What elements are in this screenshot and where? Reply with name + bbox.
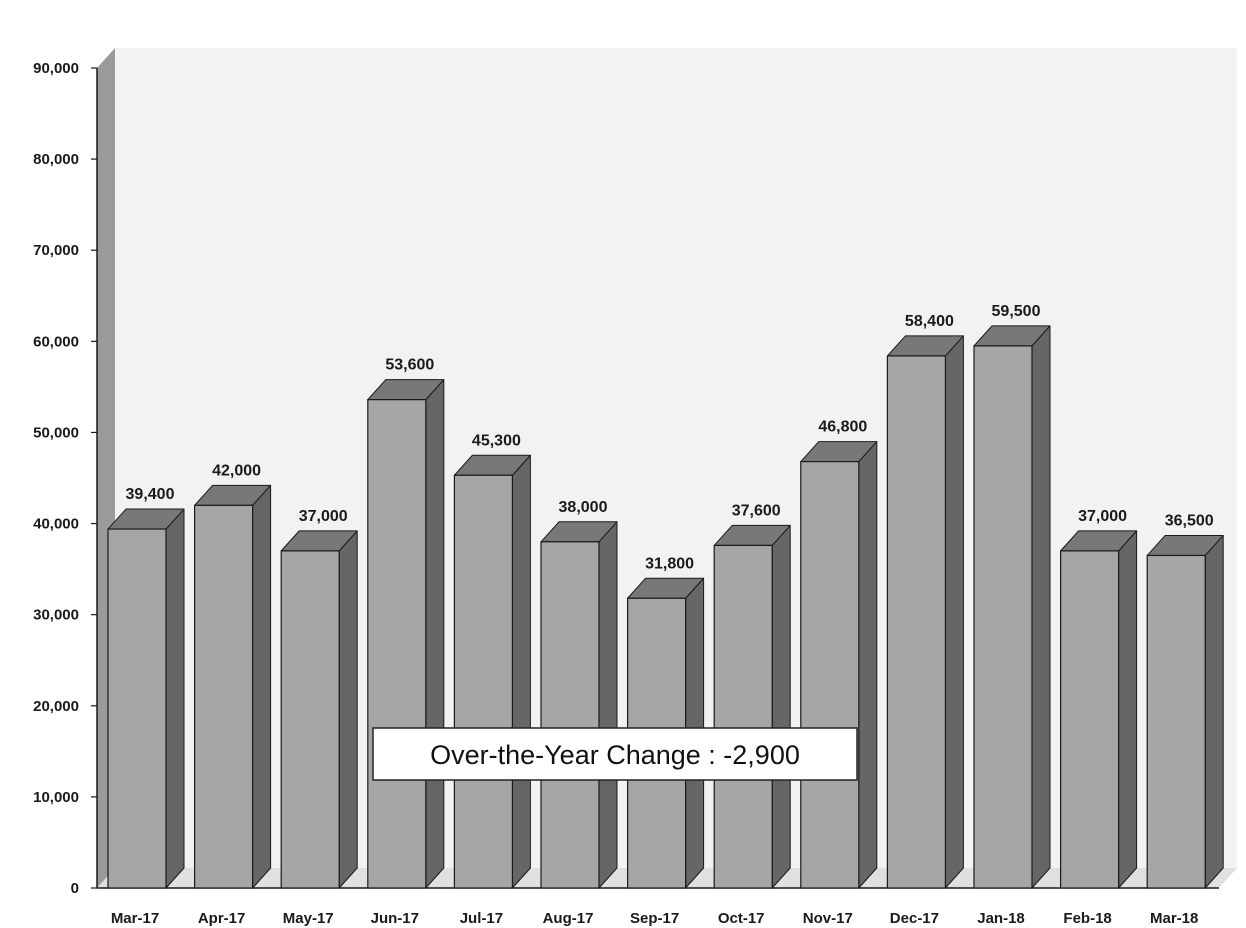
data-label: 58,400: [905, 313, 954, 330]
bar-side: [1118, 530, 1138, 889]
bar: [107, 508, 185, 889]
bar-side: [338, 530, 358, 889]
bar-side: [598, 521, 618, 889]
x-tick-label: Aug-17: [543, 910, 594, 927]
annotation-text: Over-the-Year Change : -2,900: [430, 740, 800, 770]
data-label: 36,500: [1165, 512, 1214, 529]
x-tick-label: Apr-17: [198, 910, 246, 927]
bar: [1059, 530, 1138, 889]
y-tick-label: 50,000: [33, 424, 79, 441]
data-label: 37,600: [732, 502, 781, 519]
x-tick-label: Jan-18: [977, 910, 1025, 927]
x-tick-label: Jul-17: [460, 910, 503, 927]
data-label: 31,800: [645, 555, 694, 572]
bar-front: [107, 528, 167, 889]
x-tick-label: Sep-17: [630, 910, 679, 927]
annotation-box: [372, 727, 858, 781]
bar: [1146, 534, 1224, 889]
x-tick-label: Jun-17: [371, 910, 419, 927]
y-tick-label: 20,000: [33, 698, 79, 715]
data-label: 37,000: [1078, 508, 1127, 525]
y-tick-label: 10,000: [33, 789, 79, 806]
data-label: 39,400: [126, 486, 175, 503]
bar: [280, 530, 358, 889]
bar-front: [886, 355, 947, 889]
bar-front: [713, 544, 773, 889]
bar-front: [973, 345, 1033, 889]
bar: [367, 379, 445, 889]
x-tick-label: Dec-17: [890, 910, 939, 927]
bar-side: [1204, 534, 1224, 889]
x-tick-label: Mar-17: [111, 910, 159, 927]
y-tick-label: 30,000: [33, 607, 79, 624]
y-tick-label: 40,000: [33, 516, 79, 533]
data-label: 59,500: [992, 303, 1041, 320]
bar: [194, 484, 272, 889]
bar: [886, 335, 964, 889]
bar: [800, 441, 878, 889]
x-tick-label: Oct-17: [718, 910, 765, 927]
y-tick-label: 80,000: [33, 151, 79, 168]
bar-front: [1059, 550, 1120, 889]
data-label: 45,300: [472, 432, 521, 449]
x-tick-label: Nov-17: [803, 910, 853, 927]
bar-side: [165, 508, 185, 889]
bar-side: [1031, 325, 1051, 889]
bar-front: [453, 474, 513, 889]
bar-side: [858, 441, 878, 889]
bar: [973, 325, 1051, 889]
y-tick-label: 0: [71, 880, 79, 897]
x-tick-label: Feb-18: [1063, 910, 1111, 927]
bar-side: [425, 379, 445, 889]
y-tick-label: 70,000: [33, 242, 79, 259]
bar-front: [540, 541, 600, 889]
bar: [713, 524, 791, 889]
y-tick-label: 60,000: [33, 333, 79, 350]
bar: [453, 454, 531, 889]
bar-side: [252, 484, 272, 889]
x-tick-label: May-17: [283, 910, 334, 927]
bar-front: [367, 399, 427, 889]
data-label: 42,000: [212, 462, 261, 479]
data-label: 38,000: [559, 499, 608, 516]
bar-front: [194, 504, 254, 889]
bar-front: [1146, 554, 1206, 889]
y-tick-label: 90,000: [33, 60, 79, 77]
x-tick-label: Mar-18: [1150, 910, 1198, 927]
bar-side: [771, 524, 791, 889]
bar-front: [280, 550, 340, 889]
bar-side: [511, 454, 531, 889]
bar-side: [944, 335, 964, 889]
bar: [540, 521, 618, 889]
data-label: 37,000: [299, 508, 348, 525]
data-label: 53,600: [385, 357, 434, 374]
data-label: 46,800: [818, 419, 867, 436]
bar-front: [800, 461, 860, 889]
